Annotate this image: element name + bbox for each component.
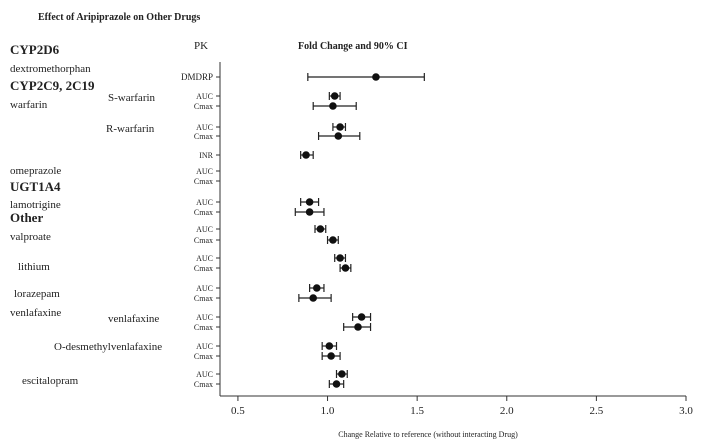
drug-labels: CYP2D6 dextromethorphan CYP2C9, 2C19 warfar… [10,42,95,387]
drug-label: CYP2C9, 2C19 [10,78,95,93]
x-tick-label: 2.5 [590,405,604,417]
x-tick-label: 1.0 [321,405,335,417]
pk-parameter-label: Cmax [194,102,213,111]
point-estimate [336,254,344,262]
pk-parameter-label: Cmax [194,208,213,217]
point-estimate [305,198,314,206]
x-tick-label: 1.5 [410,405,424,417]
x-tick-label: 3.0 [679,405,693,417]
drug-label: warfarin [10,99,48,111]
point-estimate [332,380,341,388]
point-estimate [305,208,314,216]
drug-label: lithium [18,261,50,273]
pk-column-header: PK [194,40,208,52]
pk-parameter-label: Cmax [194,294,213,303]
point-estimate [302,151,310,159]
x-tick-label: 2.0 [500,405,514,417]
point-estimate [354,323,362,331]
point-estimate [341,264,350,272]
metabolite-label: S-warfarin [108,92,156,104]
pk-parameter-label: AUC [196,313,213,322]
drug-label: escitalopram [22,375,79,387]
point-estimate [336,123,344,131]
point-estimate [329,236,337,244]
x-tick-label: 0.5 [231,405,245,417]
pk-parameter-label: Cmax [194,264,213,273]
point-estimate [334,132,343,140]
point-estimate [338,370,346,378]
point-estimate [312,284,321,292]
metabolite-labels: S-warfarin R-warfarin venlafaxine O-desmeth… [54,92,162,353]
pk-parameter-label: AUC [196,254,213,263]
pk-parameter-label: AUC [196,284,213,293]
estimate-marks [294,73,425,388]
metabolite-label: O-desmethylvenlafaxine [54,341,162,353]
pk-parameter-label: Cmax [194,323,213,332]
x-axis-label: Change Relative to reference (without in… [338,430,518,439]
drug-label: lamotrigine [10,199,61,211]
metabolite-label: venlafaxine [108,313,159,325]
point-estimate [325,342,334,350]
drug-label: valproate [10,231,51,243]
pk-parameter-label: Cmax [194,132,213,141]
point-estimate [372,73,380,81]
point-estimate [329,102,337,110]
point-estimate [316,225,325,233]
pk-parameter-label: DMDRP [181,72,213,82]
pk-parameter-label: AUC [196,123,213,132]
metabolite-label: R-warfarin [106,123,155,135]
pk-parameter-label: AUC [196,92,213,101]
x-axis-ticks: 0.5 1.0 1.5 2.0 2.5 3.0 [231,396,693,417]
drug-label: UGT1A4 [10,179,61,194]
pk-parameter-labels: DMDRPAUCCmaxAUCCmaxINRAUCCmaxAUCCmaxAUCC… [181,72,220,389]
point-estimate [327,352,335,360]
drug-label: omeprazole [10,165,61,177]
drug-label: Other [10,210,43,225]
drug-label: venlafaxine [10,307,61,319]
point-estimate [357,313,366,321]
drug-label: CYP2D6 [10,42,60,57]
pk-parameter-label: AUC [196,225,213,234]
ci-column-header: Fold Change and 90% CI [298,41,408,52]
pk-parameter-label: INR [199,151,213,160]
point-estimate [309,294,318,302]
pk-parameter-label: Cmax [194,177,213,186]
pk-parameter-label: AUC [196,167,213,176]
pk-parameter-label: AUC [196,342,213,351]
pk-parameter-label: Cmax [194,380,213,389]
pk-parameter-label: AUC [196,370,213,379]
chart-title: Effect of Aripiprazole on Other Drugs [38,12,200,23]
drug-label: lorazepam [14,288,60,300]
pk-parameter-label: AUC [196,198,213,207]
pk-parameter-label: Cmax [194,236,213,245]
drug-label: dextromethorphan [10,63,91,75]
point-estimate [330,92,339,100]
pk-parameter-label: Cmax [194,352,213,361]
